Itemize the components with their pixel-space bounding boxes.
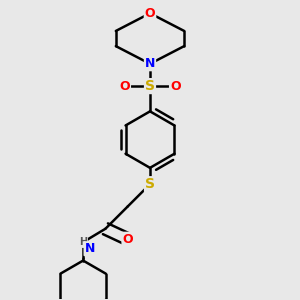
Text: N: N (145, 57, 155, 70)
Text: O: O (122, 233, 133, 246)
Text: O: O (170, 80, 181, 93)
Text: O: O (119, 80, 130, 93)
Text: S: S (145, 177, 155, 191)
Text: S: S (145, 79, 155, 93)
Text: O: O (145, 7, 155, 20)
Text: H: H (79, 237, 87, 247)
Text: N: N (85, 242, 95, 255)
